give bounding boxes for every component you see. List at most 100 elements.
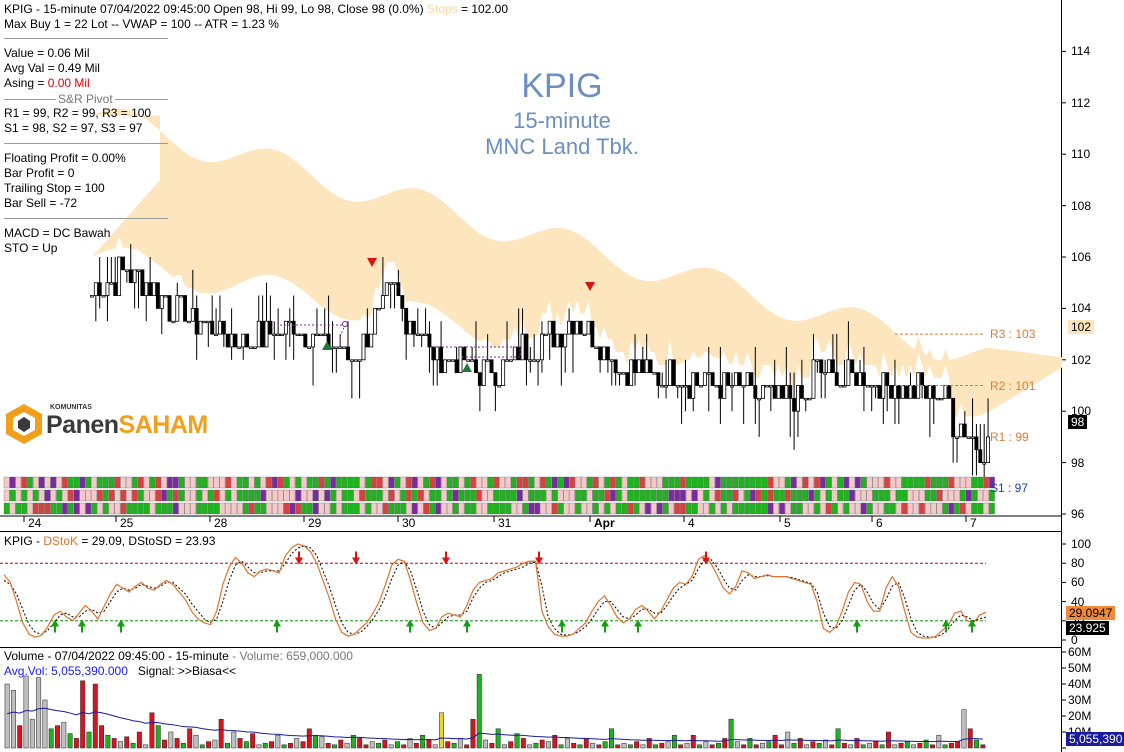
strip-cell (895, 502, 902, 515)
candle (256, 295, 261, 348)
strip-cell (470, 502, 476, 515)
strip-cell (324, 502, 331, 515)
candle-body (799, 385, 804, 399)
strip-cell (872, 502, 879, 515)
candle (272, 321, 277, 360)
volume-bar (426, 739, 432, 749)
price-header-ohlc: KPIG - 15-minute 07/04/2022 09:45:00 Ope… (4, 2, 424, 16)
candle (303, 333, 308, 348)
strip-cell (610, 489, 616, 502)
candle (183, 295, 187, 322)
price-y-tick-label: 102 (1071, 352, 1092, 367)
strip-cell (85, 489, 92, 502)
candle (854, 372, 859, 386)
strip-cell (505, 489, 511, 502)
candle-body (206, 320, 211, 324)
candle-body (931, 385, 936, 399)
strip-cell (825, 502, 832, 515)
volume-bar (520, 738, 526, 749)
strip-cell (400, 502, 406, 515)
strip-cell (849, 489, 855, 502)
strip-cell (633, 476, 640, 489)
stochastic-up-arrow-icon (78, 619, 86, 627)
candle (555, 333, 560, 348)
candle (524, 333, 529, 386)
price-plot-area[interactable] (0, 0, 1066, 532)
volume-bar (942, 744, 948, 749)
pivot-title: S&R Pivot (56, 92, 115, 107)
candle (780, 385, 785, 399)
strip-cell (225, 476, 231, 489)
strip-cell (371, 476, 377, 489)
volume-bar (835, 728, 841, 749)
strip-cell (767, 502, 774, 515)
strip-cell (948, 489, 954, 502)
strip-cell (703, 476, 710, 489)
volume-bar (143, 744, 149, 749)
candle (396, 269, 401, 296)
strip-cell (44, 502, 51, 515)
candle (776, 385, 781, 399)
buy-arrow-icon (322, 341, 332, 350)
candle-body (551, 320, 556, 348)
strip-cell (650, 489, 657, 502)
candle-body (733, 372, 738, 386)
candle (314, 308, 319, 337)
strip-cell (616, 489, 622, 502)
macd-text: MACD = DC Bawah (4, 226, 111, 240)
volume-bar (432, 744, 438, 749)
strip-cell (761, 502, 768, 515)
trailing-line-1 (278, 324, 346, 348)
strip-cell (913, 476, 919, 489)
strip-cell (959, 489, 966, 502)
candle-body (291, 320, 296, 335)
candle (768, 385, 773, 412)
strip-cell (219, 489, 226, 502)
strip-cell (528, 476, 535, 489)
candle (636, 359, 641, 374)
candle (404, 308, 409, 360)
candle-body (159, 295, 164, 309)
candle-body (276, 333, 281, 337)
stochastic-plot-area[interactable] (0, 532, 1066, 648)
strip-cell (522, 502, 529, 515)
pivot-label: R1 : 99 (990, 429, 1029, 444)
stochastic-d-value: = 23.93 (171, 534, 216, 548)
candle (218, 295, 222, 335)
strip-cell (516, 489, 523, 502)
candle (334, 346, 339, 373)
strip-cell (680, 502, 686, 515)
volume-bar (590, 742, 596, 749)
candle-body (373, 308, 378, 335)
volume-bar (716, 742, 721, 749)
candle (419, 333, 424, 347)
candle-body (466, 359, 471, 362)
candle (423, 308, 428, 337)
strip-cell (15, 476, 22, 489)
volume-bar (848, 744, 854, 749)
volume-bar (243, 741, 249, 749)
volume-bar (867, 742, 872, 749)
candle (869, 385, 874, 412)
strip-cell (744, 489, 750, 502)
candle-body (349, 359, 354, 362)
candle (830, 334, 835, 374)
volume-bar (841, 742, 847, 749)
avg-volume-tag: 5,055,390 (1066, 732, 1124, 746)
strip-cell (272, 489, 278, 502)
strip-cell (260, 502, 266, 515)
strip-cell (674, 489, 680, 502)
candle-body (357, 359, 362, 362)
strip-cell (965, 489, 972, 502)
candle (431, 346, 436, 386)
candle-body (501, 359, 506, 386)
candle-body (477, 372, 482, 386)
strip-cell (394, 476, 401, 489)
strip-cell (720, 489, 727, 502)
strip-cell (697, 502, 704, 515)
volume-plot-area[interactable] (0, 648, 1066, 752)
candle (171, 320, 176, 324)
strip-cell (814, 502, 820, 515)
candle (202, 320, 207, 324)
strip-cell (592, 489, 599, 502)
